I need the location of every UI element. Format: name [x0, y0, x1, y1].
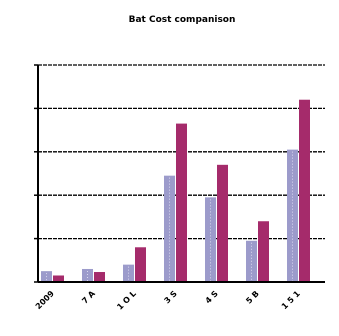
bar-series-1-4 — [205, 197, 216, 282]
y-ticks — [34, 64, 38, 283]
x-tick-label: 5 B — [244, 289, 261, 306]
bar-series-2-6 — [299, 99, 310, 282]
bars — [41, 99, 310, 282]
chart-title: Bat Cost companison — [129, 15, 236, 25]
bar-series-1-1 — [82, 268, 93, 282]
x-tick-label: 3 S — [163, 289, 180, 306]
x-tick-label: 7 A — [80, 288, 97, 305]
x-tick-label: 1 O L — [115, 289, 138, 312]
bar-series-2-2 — [135, 247, 146, 282]
x-tick-label: 4 S — [204, 289, 221, 306]
x-tick-labels: 2009 7 A 1 O L 3 S 4 S 5 B 1 5 1 — [34, 288, 302, 311]
x-tick-label: 1 5 1 — [280, 289, 302, 311]
bar-series-2-4 — [217, 164, 228, 282]
bar-series-2-0 — [53, 275, 64, 282]
bar-series-2-3 — [176, 123, 187, 282]
bar-series-2-5 — [258, 221, 269, 282]
bar-series-2-1 — [94, 272, 105, 282]
x-tick-label: 2009 — [34, 289, 56, 311]
bar-series-1-6 — [287, 149, 298, 282]
